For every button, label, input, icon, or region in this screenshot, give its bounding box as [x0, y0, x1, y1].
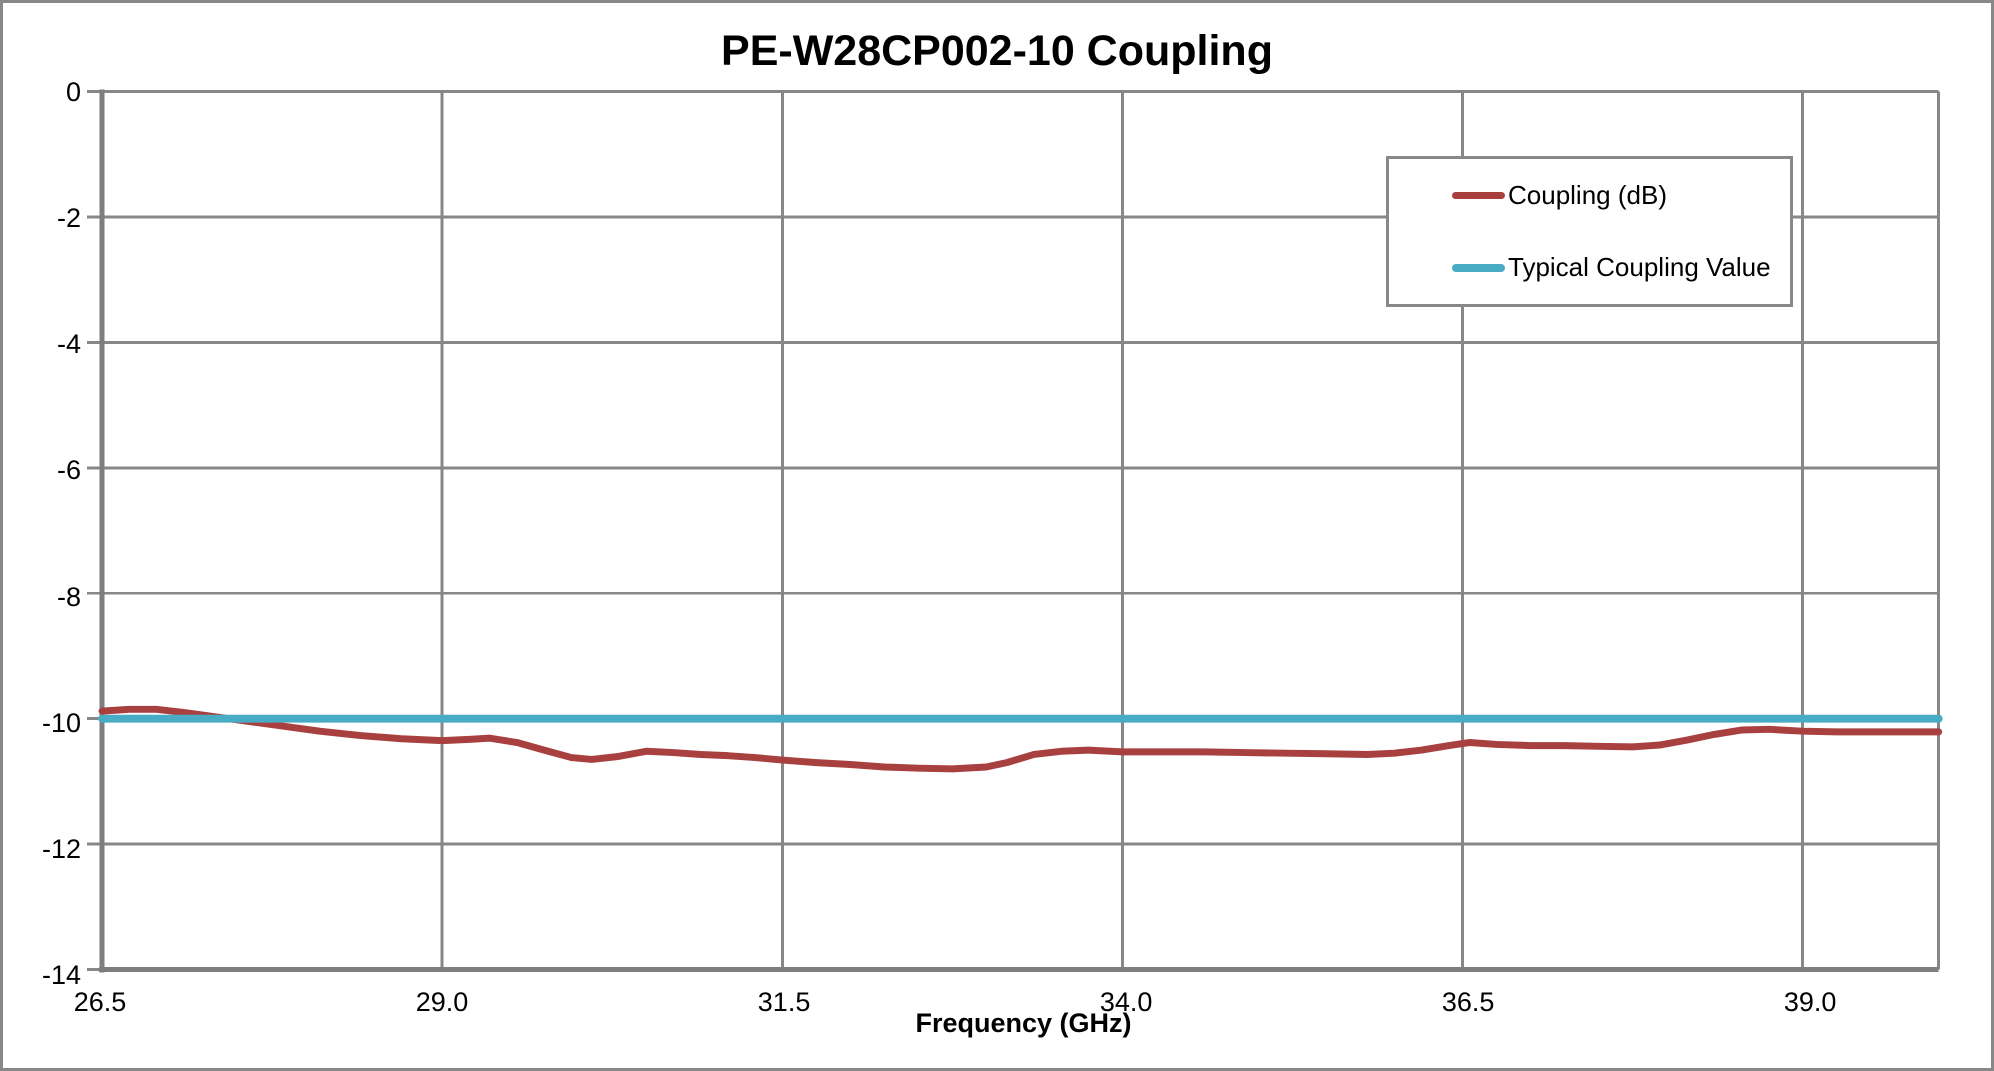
coupling-series-line — [98, 705, 1943, 773]
y-tick-label: -8 — [56, 581, 81, 612]
coupling-series-swatch — [1452, 191, 1505, 199]
x-tick-label: 26.5 — [73, 987, 127, 1017]
x-tick-label: 31.5 — [757, 987, 811, 1017]
y-tick-label: -14 — [41, 960, 81, 990]
plot-area — [87, 89, 1943, 973]
legend: Coupling (dB) Typical Coupling Value — [1386, 156, 1793, 307]
y-tick-label: 0 — [65, 77, 81, 107]
legend-label-coupling: Coupling (dB) — [1508, 179, 1667, 210]
legend-label-typical: Typical Coupling Value — [1508, 252, 1771, 283]
y-tick-label: -6 — [56, 455, 81, 486]
legend-item-typical: Typical Coupling Value — [1452, 232, 1790, 305]
y-tick-label: -2 — [56, 203, 81, 234]
y-tick-label: -12 — [41, 833, 81, 864]
x-tick-label: 39.0 — [1783, 987, 1837, 1017]
chart-title: PE-W28CP002-10 Coupling — [721, 27, 1273, 75]
x-tick-label: 34.0 — [1099, 987, 1153, 1017]
legend-item-coupling: Coupling (dB) — [1452, 159, 1790, 232]
x-axis-title: Frequency (GHz) — [915, 1008, 1132, 1038]
typical-series-swatch — [1452, 263, 1505, 272]
x-tick-label: 29.0 — [415, 987, 469, 1017]
x-tick-label: 36.5 — [1441, 987, 1495, 1017]
y-tick-label: -4 — [56, 329, 81, 360]
y-tick-label: -10 — [41, 707, 81, 738]
